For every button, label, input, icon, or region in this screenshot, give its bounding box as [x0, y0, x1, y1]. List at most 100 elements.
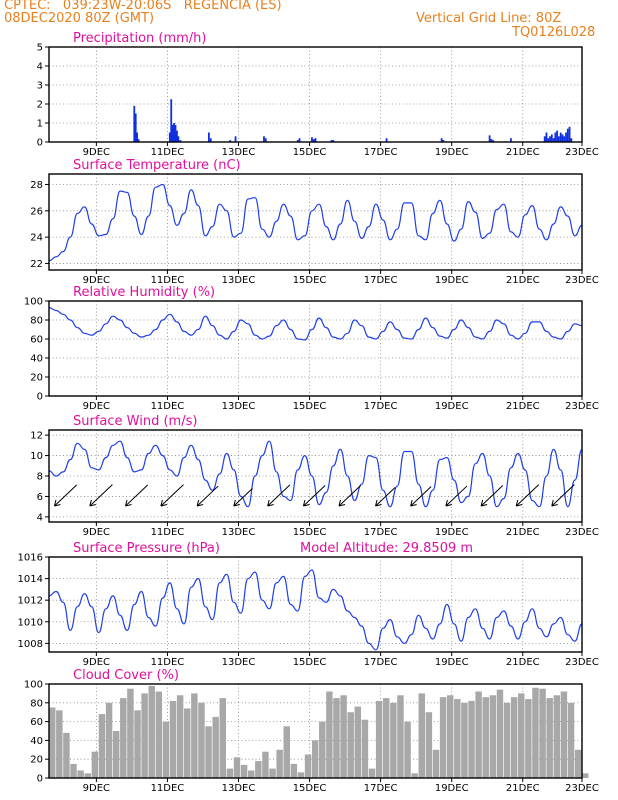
wind-arrow [515, 484, 540, 507]
precip-bar [298, 138, 301, 142]
rh-xtick-label: 15DEC [293, 401, 327, 412]
precip-bar [176, 130, 178, 142]
cloud-bar [262, 751, 269, 778]
precip-xtick-label: 15DEC [293, 147, 327, 158]
precip-xtick-label: 13DEC [222, 147, 256, 158]
rh-xtick-label: 23DEC [565, 401, 599, 412]
precip-bar [547, 138, 550, 142]
cloud-bar [454, 699, 461, 778]
wind-xtick-label: 17DEC [364, 527, 398, 538]
pres-ytick-label: 1016 [18, 553, 43, 564]
pres-frame [48, 556, 583, 653]
cloud-bar [169, 700, 177, 778]
cloud-bar [134, 710, 141, 778]
precip-ytick-label: 2 [37, 100, 43, 111]
wind-arrow [338, 485, 362, 507]
wind-frame [48, 429, 583, 523]
cloud-title: Cloud Cover (%) [73, 668, 179, 683]
cloud-xtick-label: 15DEC [293, 783, 327, 794]
wind-arrowhead [410, 499, 413, 507]
wind-arrow [551, 484, 575, 507]
cloud-ytick-label: 100 [24, 680, 43, 691]
precip-bar [263, 136, 265, 142]
cloud-bar [510, 697, 518, 778]
wind-arrowhead [89, 499, 92, 507]
cloud-bar [418, 693, 425, 778]
precip-bar [545, 132, 548, 142]
rh-xtick-label: 9DEC [83, 401, 110, 412]
cloud-bar [148, 685, 155, 778]
cloud-bar [84, 773, 91, 778]
cloud-bar [269, 768, 276, 778]
temp-ytick-label: 22 [30, 259, 43, 270]
precip-bar [510, 138, 512, 142]
pres-xtick-label: 19DEC [435, 657, 469, 668]
rh-ytick-label: 100 [24, 297, 43, 308]
wind-arrow [375, 487, 396, 507]
wind-arrowhead [196, 499, 200, 507]
cloud-ytick-label: 20 [30, 755, 43, 766]
wind-arrowhead [481, 504, 488, 507]
wind-arrowhead [267, 504, 274, 507]
cloud-xtick-label: 13DEC [222, 783, 256, 794]
cloud-bar [77, 770, 84, 778]
precip-bar [312, 139, 315, 142]
precip-xtick-label: 21DEC [506, 147, 540, 158]
pres-series-line [48, 569, 583, 651]
cloud-bar [326, 691, 333, 778]
temp-xtick-label: 17DEC [364, 275, 398, 286]
pres-ytick-label: 1008 [18, 639, 43, 650]
wind-arrowhead [233, 504, 240, 507]
wind-arrow [233, 487, 253, 507]
cloud-bar [518, 693, 525, 778]
wind-xtick-label: 23DEC [565, 527, 599, 538]
precip-bar [558, 136, 560, 142]
cloud-bar [560, 691, 568, 778]
wind-ytick-label: 8 [37, 472, 43, 483]
pres-xtick-label: 11DEC [151, 657, 185, 668]
wind-arrowhead [480, 499, 484, 507]
wind-arrowhead [302, 499, 306, 507]
cloud-bar [162, 721, 170, 778]
wind-arrowhead [53, 499, 57, 507]
rh-xtick-label: 13DEC [222, 401, 256, 412]
precip-bar [177, 136, 180, 142]
pres-ytick-label: 1012 [18, 596, 43, 607]
wind-arrowhead [445, 504, 453, 507]
cloud-xtick-label: 21DEC [506, 783, 540, 794]
precip-bar [311, 137, 313, 142]
cloud-bar [226, 768, 234, 778]
precip-bar [179, 140, 182, 142]
temp-frame [48, 173, 583, 271]
precip-bar [561, 134, 564, 142]
wind-xtick-label: 19DEC [435, 527, 469, 538]
precip-xtick-label: 9DEC [83, 147, 110, 158]
header-grid-line: Vertical Grid Line: 80Z [416, 11, 562, 26]
wind-arrow [54, 484, 78, 507]
wind-ytick-label: 6 [37, 492, 43, 503]
precip-bar [209, 138, 212, 142]
cloud-bar [297, 772, 305, 778]
wind-arrowhead [303, 504, 310, 507]
rh-xtick-label: 19DEC [435, 401, 469, 412]
cloud-bar [425, 712, 433, 778]
pres-ytick-label: 1010 [18, 617, 43, 628]
precip-bar [543, 136, 546, 142]
cloud-ytick-label: 0 [37, 774, 43, 785]
precip-bar [554, 132, 557, 142]
wind-arrow [267, 484, 291, 507]
pres-xtick-label: 13DEC [222, 657, 256, 668]
precip-bar [332, 140, 335, 142]
cloud-bar [482, 697, 489, 778]
precip-bar [330, 140, 333, 142]
precip-ytick-label: 4 [37, 62, 43, 73]
precip-bar [490, 139, 493, 142]
cloud-bar [63, 732, 70, 778]
precip-bar [134, 113, 137, 142]
cloud-bar [383, 698, 390, 778]
cloud-bar [311, 740, 319, 778]
cloud-bar [105, 702, 113, 778]
precip-bar [566, 128, 569, 142]
rh-ytick-label: 20 [30, 373, 43, 384]
